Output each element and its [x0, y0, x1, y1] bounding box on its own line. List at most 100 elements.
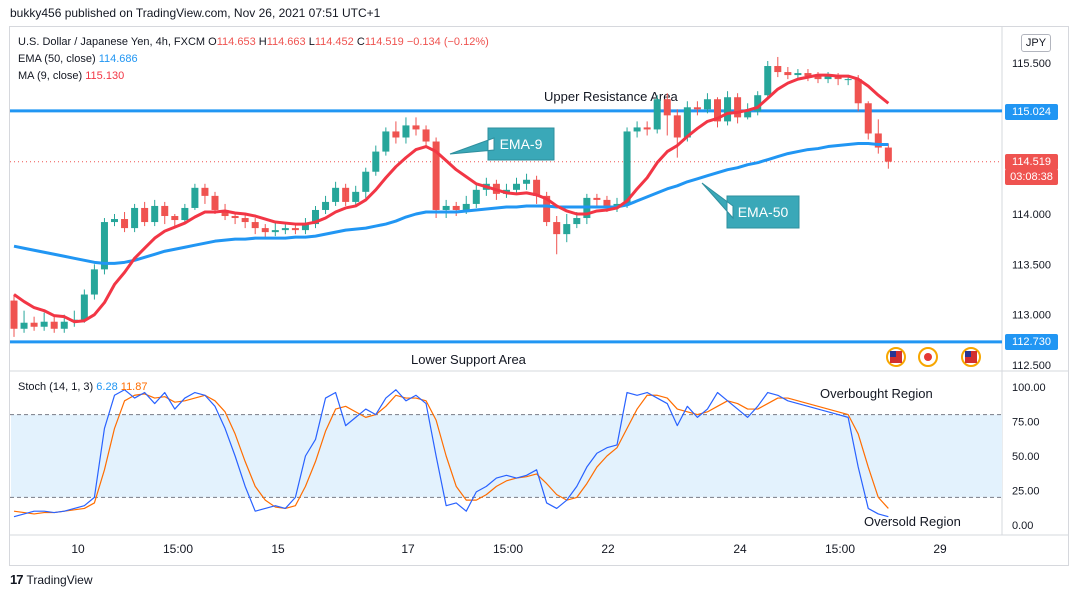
candle-body: [854, 79, 862, 104]
ema50-callout-text: EMA-50: [738, 204, 789, 220]
candle-body: [291, 228, 299, 231]
candle-body: [141, 207, 149, 223]
candle-body: [784, 72, 792, 76]
brand-name: TradingView: [26, 572, 93, 587]
candle-body: [623, 131, 631, 204]
candle-body: [332, 187, 340, 202]
candle-body: [382, 131, 390, 152]
time-tick-label: 15:00: [493, 542, 523, 556]
time-tick-label: 24: [733, 542, 747, 556]
ema-value: 114.686: [98, 53, 138, 65]
stoch-tick-label: 50.00: [1012, 451, 1040, 463]
candle-body: [824, 76, 832, 80]
candle-body: [352, 191, 360, 202]
candle-body: [884, 147, 892, 162]
event-dot-icon-core: [924, 353, 932, 361]
us-flag-icon-canton: [965, 351, 971, 357]
candle-body: [814, 76, 822, 80]
candle-body: [392, 131, 400, 138]
stoch-tick-label: 0.00: [1012, 520, 1033, 532]
candle-body: [161, 205, 169, 217]
candle-body: [191, 187, 199, 208]
stoch-d-value: 11.87: [120, 381, 148, 393]
ema-legend: EMA (50, close) 114.686: [18, 53, 138, 65]
candle-body: [90, 269, 98, 295]
oversold-label: Oversold Region: [864, 514, 961, 529]
candle-body: [683, 107, 691, 138]
candle-body: [111, 219, 118, 223]
ema9-callout: EMA-9: [449, 127, 555, 161]
time-tick-label: 22: [601, 542, 615, 556]
candle-body: [794, 73, 802, 76]
candle-body: [201, 187, 209, 196]
tradingview-logo-icon: 17: [10, 572, 24, 587]
ma-value: 115.130: [85, 70, 125, 82]
time-tick-label: 17: [401, 542, 415, 556]
candle-body: [513, 183, 520, 190]
us-flag-icon-canton: [890, 351, 896, 357]
candle-body: [312, 209, 319, 225]
candle-body: [241, 218, 249, 223]
currency-button[interactable]: JPY: [1021, 34, 1051, 52]
candle-body: [171, 216, 179, 221]
high-label: H: [258, 36, 267, 48]
stoch-k-value: 6.28: [96, 381, 118, 393]
candle-body: [593, 197, 601, 200]
candle-body: [543, 195, 551, 223]
chart-frame: [9, 26, 1069, 566]
low-value: 114.452: [314, 36, 354, 48]
candle-body: [764, 66, 772, 96]
ema9-callout-shape: [449, 127, 555, 161]
candle-body: [40, 321, 48, 327]
open-label: O: [208, 36, 217, 48]
candle-body: [100, 222, 108, 270]
publisher-line: bukky456 published on TradingView.com, N…: [10, 6, 381, 20]
high-value: 114.663: [266, 36, 306, 48]
ma-legend: MA (9, close) 115.130: [18, 70, 124, 82]
time-tick-label: 29: [933, 542, 947, 556]
countdown-tag: 03:08:38: [1005, 169, 1058, 185]
candle-body: [553, 222, 561, 235]
price-tick-label: 115.500: [1012, 58, 1051, 70]
candle-body: [432, 141, 440, 210]
candle-body: [402, 125, 410, 138]
candle-body: [724, 97, 732, 122]
candle-body: [80, 294, 88, 320]
candle-body: [342, 187, 350, 202]
candle-body: [412, 125, 420, 130]
candle-body: [563, 224, 571, 235]
candle-body: [442, 205, 450, 210]
candle-body: [633, 127, 641, 132]
candle-body: [663, 99, 671, 116]
candle-body: [362, 171, 370, 192]
candle-body: [301, 224, 309, 231]
lower-level-tag: 112.730: [1005, 334, 1058, 350]
overbought-label: Overbought Region: [820, 386, 933, 401]
candle-body: [653, 99, 661, 130]
time-tick-label: 15:00: [163, 542, 193, 556]
us-flag-icon: [961, 347, 981, 367]
candle-body: [643, 127, 651, 130]
ema50-line: [13, 142, 889, 265]
lower-support-label: Lower Support Area: [411, 352, 527, 367]
candle-body: [804, 73, 812, 77]
candle-body: [844, 79, 852, 81]
stoch-tick-label: 75.00: [1012, 417, 1040, 429]
candle-body: [603, 199, 611, 206]
ema-label: EMA (50, close): [18, 53, 96, 65]
footer-brand[interactable]: 17 TradingView: [10, 572, 93, 587]
ema9-line: [13, 73, 890, 324]
stoch-k-line: [13, 389, 889, 518]
candle-body: [703, 99, 711, 110]
candle-body: [714, 99, 721, 122]
price-tick-label: 114.000: [1012, 209, 1051, 221]
candle-body: [693, 107, 701, 110]
symbol-legend: U.S. Dollar / Japanese Yen, 4h, FXCM O11…: [18, 36, 489, 48]
price-tick-label: 113.000: [1012, 310, 1051, 322]
candle-body: [322, 201, 330, 210]
candle-body: [874, 133, 882, 148]
candle-body: [452, 205, 460, 210]
candle-body: [10, 300, 18, 329]
candle-body: [472, 189, 480, 204]
